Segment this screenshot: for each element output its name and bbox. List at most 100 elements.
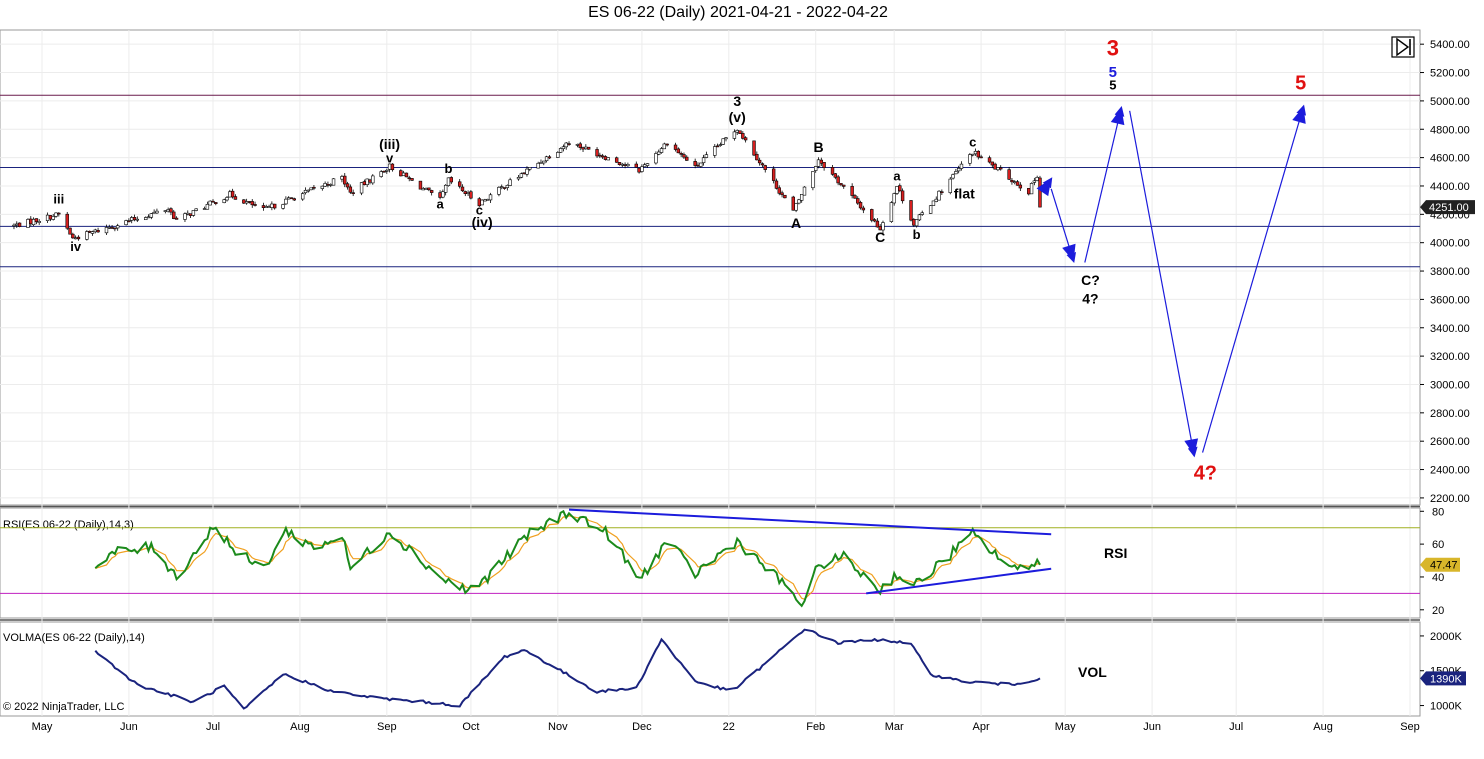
candle [26, 218, 30, 228]
candle [940, 189, 944, 196]
wave-label: C [875, 229, 885, 245]
price-tick-label: 2600.00 [1430, 436, 1470, 448]
candle [71, 232, 75, 239]
candle [407, 175, 411, 182]
rsi-tick-label: 80 [1432, 506, 1444, 518]
candle [51, 213, 55, 221]
wave-label: (iv) [472, 214, 493, 230]
rsi-tick-label: 60 [1432, 539, 1444, 551]
candle [404, 172, 409, 178]
candle [822, 162, 826, 171]
candle [970, 153, 975, 157]
candle [715, 143, 720, 148]
x-tick-label: Aug [290, 721, 310, 733]
candle [682, 152, 686, 160]
candle [359, 182, 364, 196]
candle [301, 191, 305, 201]
candle [379, 170, 383, 178]
x-tick-label: Jul [206, 721, 220, 733]
candle [920, 210, 924, 216]
wave-label: a [893, 168, 901, 183]
candle [870, 208, 874, 223]
candle [620, 162, 624, 168]
candle [446, 177, 451, 187]
x-tick-label: Jun [120, 721, 138, 733]
candle [853, 194, 857, 199]
candle [424, 187, 428, 190]
candle [993, 162, 997, 170]
price-tick-label: 4600.00 [1430, 153, 1470, 165]
candle [657, 149, 661, 156]
candle [578, 141, 582, 151]
candle [811, 171, 815, 191]
rsi-tick-label: 20 [1432, 605, 1444, 617]
candle [443, 184, 448, 196]
vol-tick-label: 1000K [1430, 701, 1462, 713]
candle [115, 223, 120, 231]
price-tick-label: 3000.00 [1430, 379, 1470, 391]
candle [289, 197, 294, 200]
candle [735, 129, 739, 135]
x-tick-label: May [32, 721, 53, 733]
rsi-panel[interactable]: RSI(ES 06-22 (Daily),14,3) RSI [0, 508, 1420, 608]
candle [486, 198, 490, 201]
candle [87, 230, 92, 234]
candle [898, 183, 902, 193]
candle [889, 201, 894, 223]
price-tick-label: 3600.00 [1430, 294, 1470, 306]
candle [233, 194, 238, 200]
candle [561, 144, 566, 152]
rsi-indicator-label: RSI(ES 06-22 (Daily),14,3) [3, 519, 134, 531]
candle [286, 196, 291, 200]
candle [362, 179, 367, 186]
projection-arrow [1084, 106, 1125, 263]
candle [643, 162, 647, 168]
candle [110, 225, 114, 229]
candle [654, 151, 658, 165]
candle [575, 143, 580, 148]
candle [544, 155, 549, 163]
wave-label: C? [1081, 272, 1100, 288]
candle [699, 162, 703, 168]
candle [956, 165, 961, 174]
candle [222, 198, 226, 204]
vol-tick-label: 2000K [1430, 631, 1462, 643]
candle [1035, 175, 1039, 182]
candle [169, 207, 173, 216]
candle [264, 204, 268, 208]
candle [183, 212, 187, 223]
candle [149, 213, 154, 220]
candle [614, 156, 619, 163]
candle [830, 165, 835, 176]
wave-label: flat [954, 186, 975, 202]
candle [912, 217, 916, 228]
wave-label: 4? [1194, 462, 1217, 484]
candle [65, 211, 69, 231]
wave-label: 5 [1295, 73, 1306, 95]
candle [343, 173, 347, 188]
price-tick-label: 3800.00 [1430, 266, 1470, 278]
price-tick-label: 2400.00 [1430, 465, 1470, 477]
candle [37, 219, 41, 225]
candle [665, 143, 669, 147]
candle [968, 152, 972, 166]
volma-panel[interactable]: VOLMA(ES 06-22 (Daily),14) VOL [3, 628, 1107, 710]
projection-arrow [1036, 177, 1053, 197]
candle [502, 187, 507, 190]
price-panel[interactable] [0, 94, 1420, 458]
candle [634, 161, 638, 168]
projection-arrow [1201, 104, 1307, 453]
candle [617, 161, 622, 166]
candle [603, 155, 608, 161]
candle [331, 178, 336, 186]
candle [208, 200, 212, 206]
candle [480, 199, 484, 206]
skip-to-end-icon[interactable] [1391, 36, 1415, 58]
candle [54, 212, 58, 218]
candle [584, 144, 588, 150]
candle [253, 201, 257, 207]
candle [329, 183, 333, 188]
candle [174, 216, 179, 220]
candle [368, 178, 372, 185]
